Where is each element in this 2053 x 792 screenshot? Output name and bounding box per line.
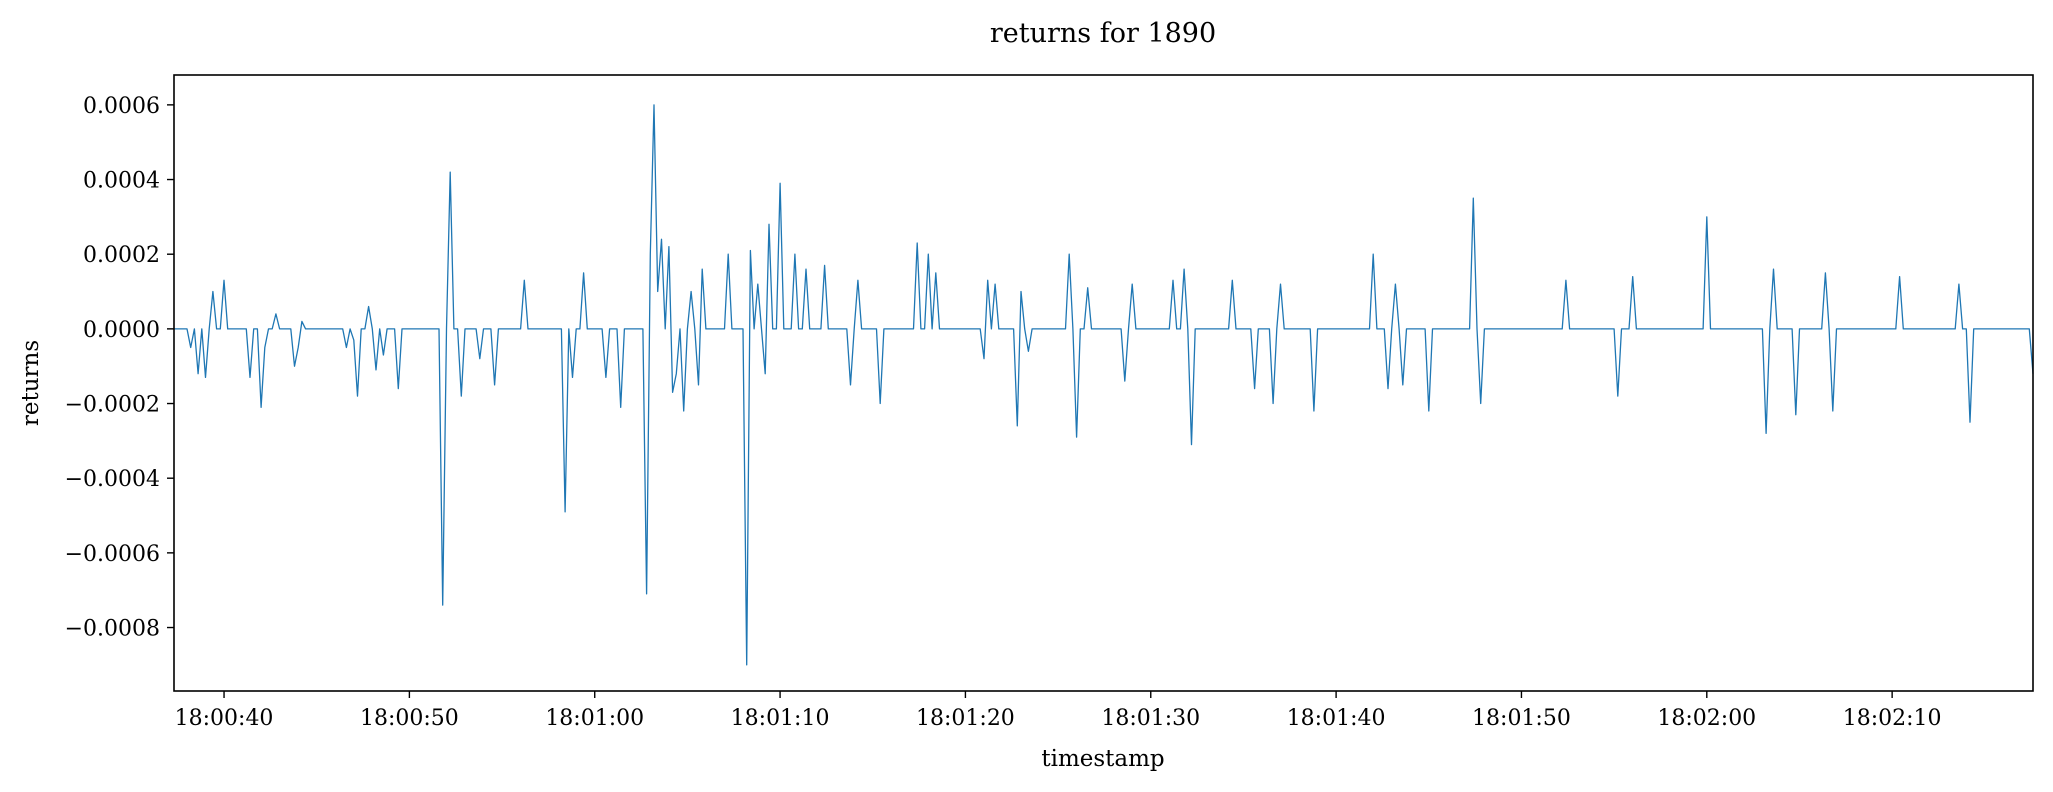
x-tick-label: 18:01:40 bbox=[1287, 706, 1386, 731]
y-tick-label: 0.0002 bbox=[83, 243, 160, 268]
x-tick-label: 18:01:50 bbox=[1472, 706, 1571, 731]
y-tick-label: −0.0006 bbox=[65, 542, 160, 567]
x-tick-label: 18:02:00 bbox=[1657, 706, 1756, 731]
x-tick-label: 18:01:20 bbox=[916, 706, 1015, 731]
x-axis-title: timestamp bbox=[1041, 746, 1164, 772]
y-tick-label: 0.0000 bbox=[83, 318, 160, 343]
series-line-returns bbox=[174, 104, 2034, 666]
y-axis: 0.0006 0.0004 0.0002 0.0000 −0.0002 −0.0004 −0… bbox=[65, 94, 174, 642]
x-tick-label: 18:02:10 bbox=[1843, 706, 1942, 731]
y-tick-label: −0.0004 bbox=[65, 467, 160, 492]
y-axis-title: returns bbox=[18, 340, 44, 426]
x-tick-label: 18:00:40 bbox=[175, 706, 274, 731]
plot-frame bbox=[173, 74, 2034, 692]
x-axis: 18:00:40 18:00:50 18:01:00 18:01:10 18:01:20… bbox=[175, 691, 1942, 731]
plot-area bbox=[174, 104, 2034, 666]
chart-title: returns for 1890 bbox=[990, 18, 1216, 49]
y-tick-label: 0.0004 bbox=[83, 169, 160, 194]
x-tick-label: 18:01:10 bbox=[731, 706, 830, 731]
x-tick-label: 18:01:30 bbox=[1101, 706, 1200, 731]
x-tick-label: 18:00:50 bbox=[360, 706, 459, 731]
y-tick-label: −0.0002 bbox=[65, 393, 160, 418]
y-tick-label: 0.0006 bbox=[83, 94, 160, 119]
x-tick-label: 18:01:00 bbox=[545, 706, 644, 731]
y-tick-label: −0.0008 bbox=[65, 617, 160, 642]
